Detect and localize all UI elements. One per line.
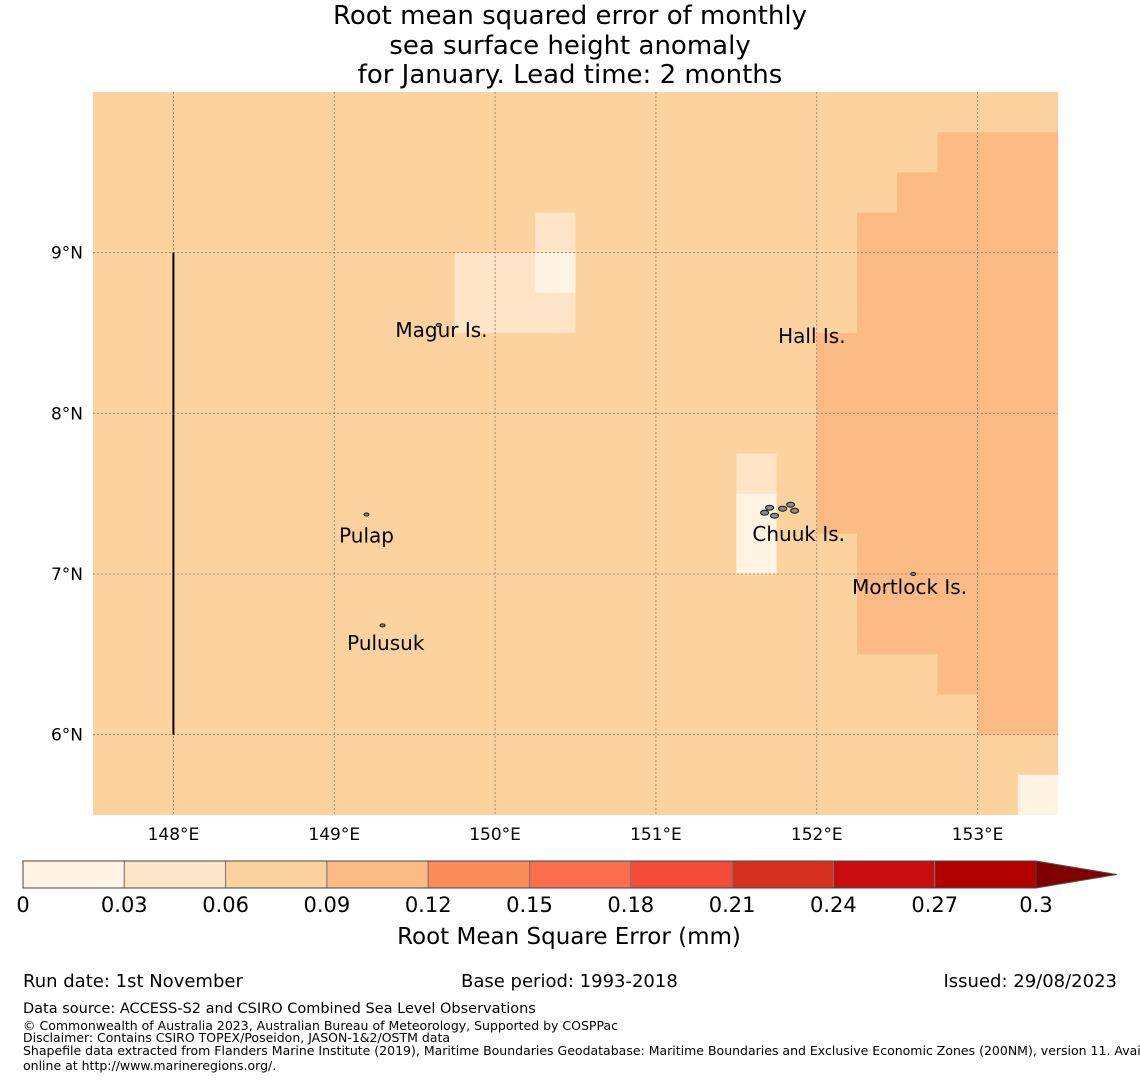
colorbar-label: Root Mean Square Error (mm)	[397, 924, 741, 950]
colorbar-tick-label: 0.03	[101, 893, 148, 917]
island-shape	[435, 322, 442, 327]
latitude-tick-label: 6°N	[51, 726, 83, 746]
map-cell	[856, 212, 1058, 333]
colorbar-tick-label: 0.06	[202, 893, 249, 917]
island-shape	[910, 572, 917, 576]
colorbar-swatch	[630, 860, 733, 889]
island-shape	[790, 507, 800, 514]
island-shape	[379, 623, 386, 628]
island-shape	[760, 509, 770, 516]
latitude-tick-label: 8°N	[51, 404, 83, 424]
place-label: Magur Is.	[395, 318, 487, 342]
longitude-tick-label: 151°E	[630, 825, 682, 845]
colorbar-tick-label: 0.15	[506, 893, 553, 917]
map-cell	[1017, 774, 1058, 815]
island-shape	[363, 512, 370, 517]
colorbar-tick-label: 0.09	[304, 893, 351, 917]
colorbar-tick-label: 0.18	[607, 893, 654, 917]
base-period: Base period: 1993-2018	[461, 971, 678, 992]
title-line-3: for January. Lead time: 2 months	[357, 60, 783, 90]
latitude-tick-label: 7°N	[51, 565, 83, 585]
colorbar-swatch	[832, 860, 936, 889]
map-cell	[977, 694, 1058, 735]
issued-date: Issued: 29/08/2023	[943, 971, 1117, 992]
map-cell	[937, 654, 1058, 695]
colorbar-tick-label: 0.21	[709, 893, 756, 917]
colorbar-swatch	[934, 860, 1037, 889]
colorbar-swatch	[225, 860, 328, 889]
map-cell	[535, 212, 576, 253]
place-label: Pulusuk	[347, 631, 425, 655]
longitude-tick-label: 149°E	[308, 825, 360, 845]
longitude-tick-label: 153°E	[952, 825, 1004, 845]
colorbar-extend-arrow	[1035, 860, 1118, 889]
map-cell	[816, 333, 1058, 534]
disclaimer: Disclaimer: Contains CSIRO TOPEX/Poseido…	[23, 1030, 451, 1045]
chart-title: Root mean squared error of monthly sea s…	[0, 1, 1140, 91]
colorbar-swatch	[731, 860, 834, 889]
map-cell	[937, 132, 1058, 173]
colorbar-swatch	[326, 860, 429, 889]
colorbar-tick-label: 0.3	[1019, 893, 1052, 917]
island-shape	[786, 501, 796, 508]
place-label: Pulap	[339, 523, 394, 547]
island-shape	[770, 512, 780, 519]
place-label: Hall Is.	[778, 324, 845, 348]
copyright: © Commonwealth of Australia 2023, Austra…	[23, 1018, 618, 1033]
place-label: Mortlock Is.	[852, 575, 967, 599]
shapefile-credit-line-2: online at http://www.marineregions.org/.	[23, 1058, 277, 1073]
longitude-tick-label: 150°E	[469, 825, 521, 845]
data-source: Data source: ACCESS-S2 and CSIRO Combine…	[23, 1001, 536, 1017]
island-shape	[765, 504, 775, 511]
latitude-tick-label: 9°N	[51, 244, 83, 264]
map-cell	[535, 252, 576, 293]
colorbar-tick-label: 0.27	[911, 893, 958, 917]
shapefile-credit-line-1: Shapefile data extracted from Flanders M…	[23, 1043, 1140, 1058]
place-label: Chuuk Is.	[752, 522, 845, 546]
run-date: Run date: 1st November	[23, 971, 243, 992]
title-line-1: Root mean squared error of monthly	[332, 1, 808, 31]
longitude-tick-label: 148°E	[148, 825, 200, 845]
colorbar-frame	[22, 860, 1037, 889]
colorbar-tick-label: 0.24	[810, 893, 857, 917]
colorbar-swatch	[427, 860, 531, 889]
colorbar-swatch	[22, 860, 125, 889]
colorbar-swatch	[123, 860, 227, 889]
colorbar-tick-label: 0.12	[405, 893, 452, 917]
title-line-2: sea surface height anomaly	[389, 30, 751, 61]
colorbar-swatch	[529, 860, 632, 889]
island-shape	[778, 505, 788, 512]
map-cell	[736, 453, 777, 494]
longitude-tick-label: 152°E	[791, 825, 843, 845]
map-cell	[856, 533, 1058, 655]
colorbar-tick-label: 0	[16, 893, 29, 917]
